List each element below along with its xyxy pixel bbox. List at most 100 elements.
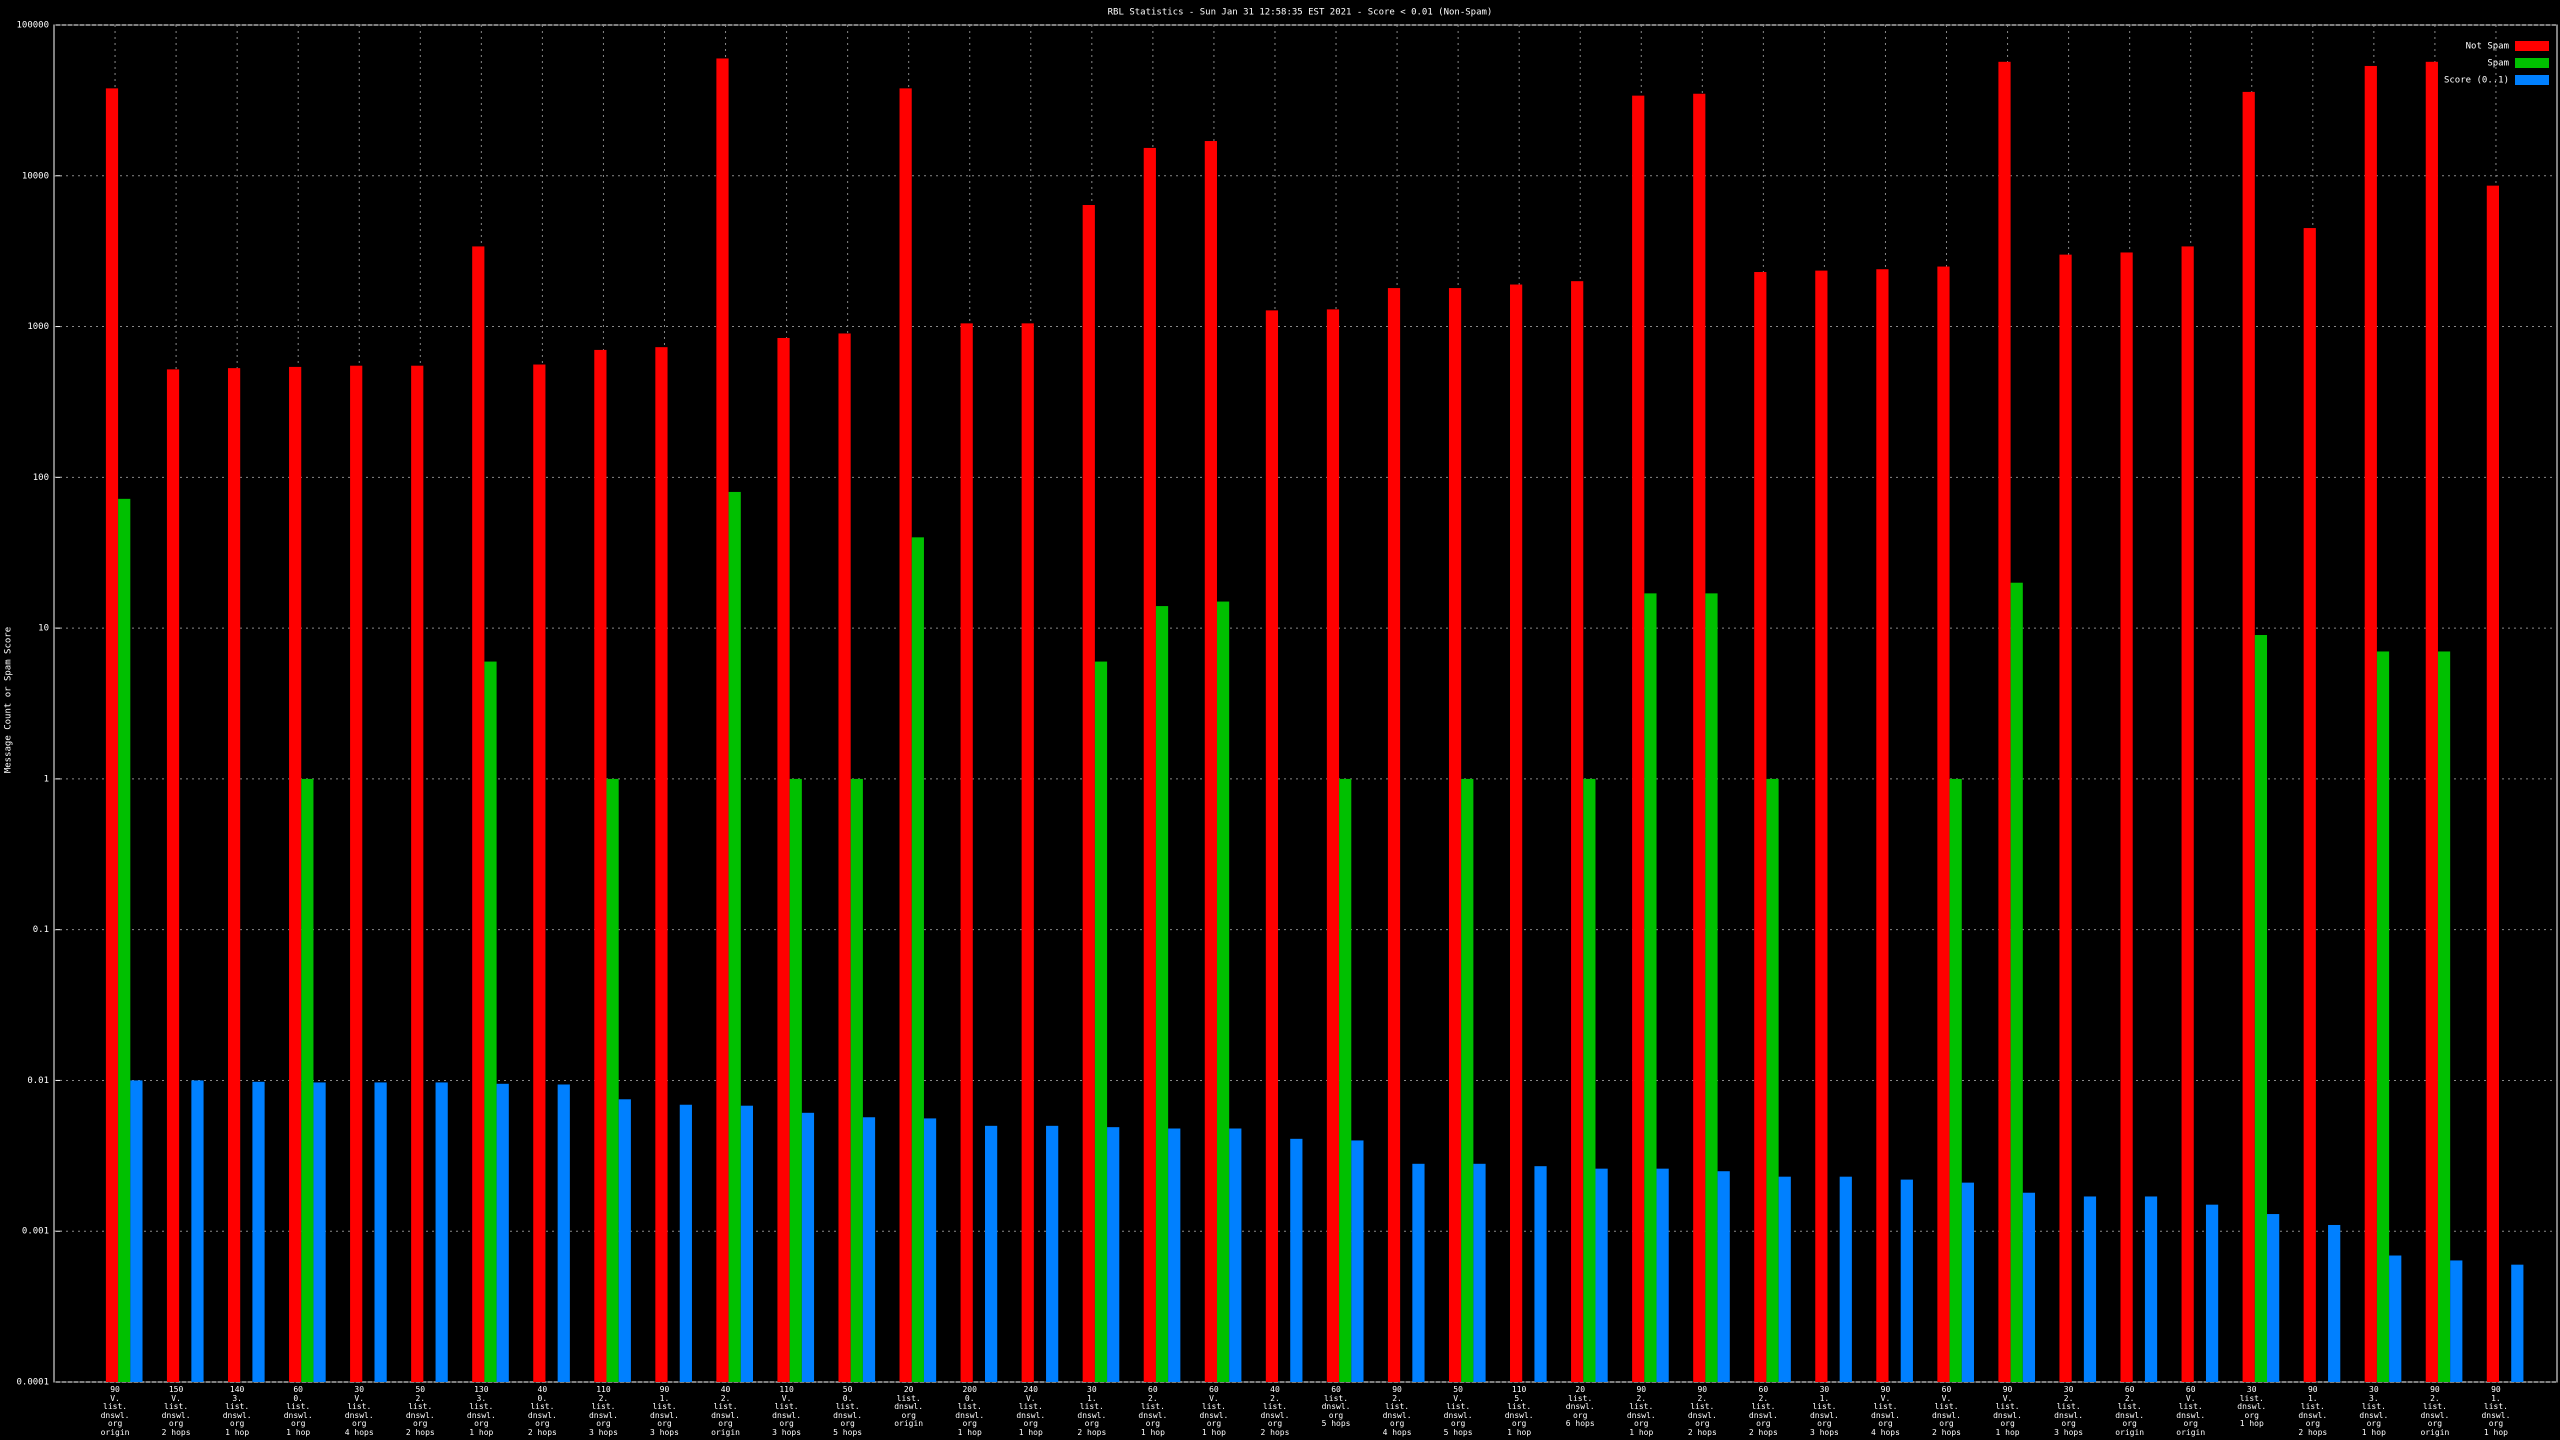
bar (606, 778, 619, 1382)
legend-swatch (2515, 58, 2549, 68)
x-tick-label: 110 5. list. dnswl. org 1 hop (1504, 1385, 1534, 1437)
bar (911, 537, 924, 1382)
bar (2144, 1196, 2158, 1382)
bar (2059, 254, 2072, 1383)
bar (2437, 651, 2451, 1382)
bar (1937, 266, 1950, 1382)
bar (2267, 1214, 2280, 1382)
bar (1448, 288, 1462, 1382)
x-tick-label: 60 V. list. dnswl. org origin (2176, 1385, 2206, 1437)
bar (1351, 1140, 1364, 1382)
y-tick-label: 100 (33, 473, 49, 483)
bar (191, 1080, 204, 1382)
bar (594, 349, 607, 1382)
bar (350, 365, 363, 1382)
bar (2389, 1255, 2402, 1382)
bar (1412, 1163, 1425, 1382)
y-axis-label: Message Count or Spam Score (4, 627, 14, 773)
x-tick-label: 90 2. list. dnswl. org 1 hop (1626, 1385, 1656, 1437)
bar (1632, 95, 1645, 1382)
bar (1998, 61, 2011, 1383)
y-tick-label: 1 (44, 774, 49, 784)
x-tick-label: 90 2. list. dnswl. org 2 hops (1687, 1385, 1717, 1437)
bar (1204, 141, 1217, 1382)
bar (1094, 661, 1108, 1382)
bar (374, 1082, 387, 1382)
bar (1644, 593, 1657, 1382)
bar (130, 1080, 143, 1382)
bar (1168, 1128, 1181, 1382)
x-tick-label: 90 1. list. dnswl. org 2 hops (2298, 1385, 2328, 1437)
legend-swatch (2515, 41, 2549, 51)
bar (2364, 65, 2377, 1382)
bar (618, 1099, 631, 1382)
plot-frame (53, 24, 2558, 1383)
bar (301, 778, 314, 1382)
bar (862, 1117, 876, 1382)
bar (789, 778, 802, 1382)
bar (1571, 281, 1584, 1382)
x-tick-label: 60 2. list. dnswl. org origin (2115, 1385, 2145, 1437)
bar (899, 88, 912, 1383)
x-tick-label: 90 2. list. dnswl. org 4 hops (1382, 1385, 1412, 1437)
bar (1143, 147, 1156, 1382)
bar (105, 88, 119, 1383)
y-tick-label: 1000 (27, 322, 49, 332)
bar (2120, 252, 2133, 1383)
x-tick-label: 40 2. list. dnswl. org 2 hops (1260, 1385, 1290, 1437)
bar (1534, 1166, 1547, 1382)
legend-label: Score (0..1) (2444, 76, 2509, 86)
x-tick-label: 50 V. list. dnswl. org 5 hops (1443, 1385, 1473, 1437)
bar (557, 1084, 570, 1382)
x-tick-label: 30 2. list. dnswl. org 3 hops (2054, 1385, 2084, 1437)
y-tick-label: 0.001 (22, 1227, 49, 1237)
bar (1387, 288, 1401, 1382)
bar (1510, 284, 1523, 1383)
bar (1705, 593, 1718, 1382)
bar (472, 246, 485, 1382)
bar (740, 1105, 754, 1382)
bar (838, 333, 851, 1382)
legend-swatch (2515, 75, 2549, 85)
chart-title: RBL Statistics - Sun Jan 31 12:58:35 EST… (1108, 8, 1493, 18)
bar (2425, 61, 2438, 1383)
bar (227, 368, 241, 1382)
x-tick-label: 50 2. list. dnswl. org 2 hops (405, 1385, 435, 1437)
bar (716, 58, 729, 1383)
x-tick-label: 60 2. list. dnswl. org 2 hops (1748, 1385, 1778, 1437)
bar (1595, 1168, 1608, 1382)
bar (1876, 269, 1889, 1382)
bar (1155, 606, 1169, 1382)
bar (960, 323, 973, 1382)
bar (313, 1082, 326, 1382)
bar (1693, 93, 1706, 1383)
bar (2450, 1260, 2463, 1382)
bar (1583, 778, 1596, 1382)
bar (2010, 582, 2023, 1382)
bar (2083, 1196, 2097, 1382)
legend-label: Spam (2487, 59, 2509, 69)
bar (533, 364, 546, 1382)
bar (1754, 272, 1767, 1383)
x-tick-label: 110 V. list. dnswl. org 3 hops (772, 1385, 802, 1437)
x-tick-label: 30 1. list. dnswl. org 3 hops (1809, 1385, 1839, 1437)
bar (801, 1112, 815, 1382)
x-tick-label: 40 0. list. dnswl. org 2 hops (527, 1385, 557, 1437)
bar (1839, 1176, 1852, 1382)
bar (289, 366, 302, 1382)
x-tick-label: 90 V. list. dnswl. org 1 hop (1993, 1385, 2022, 1437)
bar (1949, 778, 1962, 1382)
y-tick-label: 0.1 (33, 925, 49, 935)
y-tick-label: 0.01 (27, 1076, 49, 1086)
bar (484, 661, 497, 1382)
bar (1082, 205, 1095, 1383)
x-tick-label: 60 0. list. dnswl. org 1 hop (283, 1385, 313, 1437)
bar (1778, 1176, 1791, 1382)
x-tick-label: 60 V. list. dnswl. org 1 hop (1199, 1385, 1229, 1437)
bar (1107, 1127, 1120, 1382)
x-tick-label: 30 list. dnswl. org 1 hop (2237, 1385, 2267, 1428)
x-tick-label: 200 0. list. dnswl. org 1 hop (955, 1385, 985, 1437)
bar (728, 491, 741, 1383)
